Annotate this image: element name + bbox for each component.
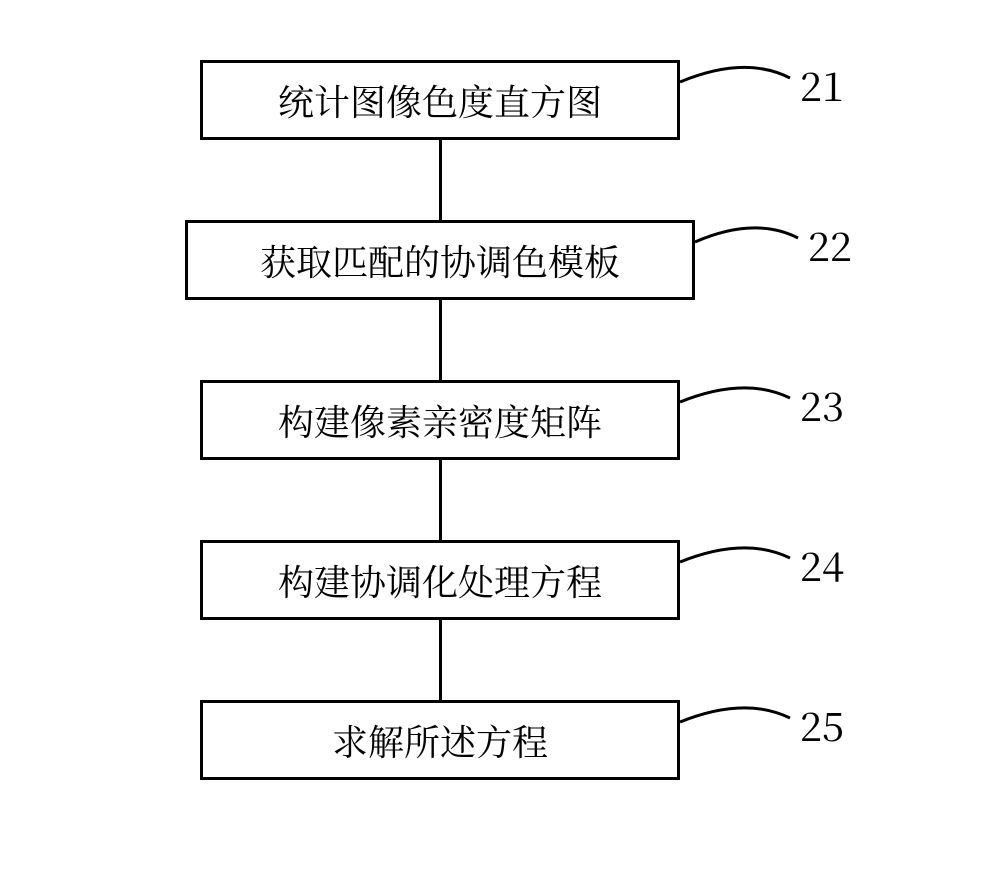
callout-label-25: 25 (800, 696, 844, 753)
flowchart-canvas: 统计图像色度直方图获取匹配的协调色模板构建像素亲密度矩阵构建协调化处理方程求解所… (0, 0, 1000, 870)
callout-leader-25 (0, 0, 1000, 870)
